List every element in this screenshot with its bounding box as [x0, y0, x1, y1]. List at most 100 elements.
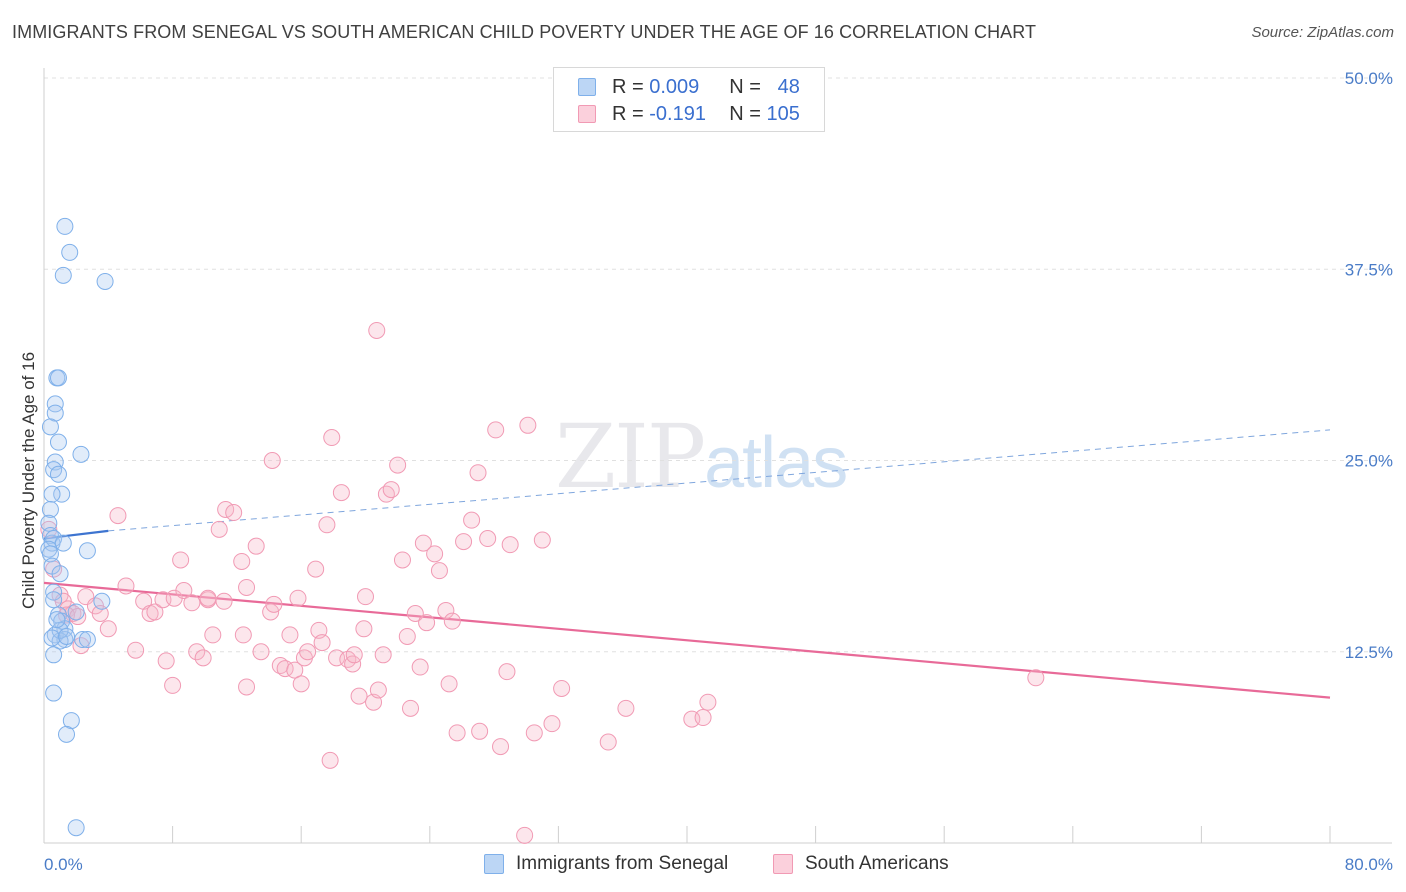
point-south-americans	[234, 626, 252, 644]
point-south-americans	[204, 626, 222, 644]
point-south-americans	[406, 605, 424, 622]
point-senegal	[45, 646, 63, 664]
point-south-americans	[543, 715, 561, 733]
watermark: ZIPatlas	[555, 405, 848, 508]
point-south-americans	[199, 589, 217, 607]
point-south-americans	[225, 504, 243, 522]
point-senegal	[96, 272, 114, 290]
point-south-americans	[265, 595, 283, 613]
legend-r-label: R =	[612, 102, 644, 125]
point-south-americans	[91, 605, 109, 622]
point-senegal	[67, 819, 85, 837]
legend-r-value: -0.191	[649, 102, 706, 125]
point-south-americans	[146, 603, 164, 621]
point-senegal	[41, 545, 59, 563]
point-south-americans	[252, 643, 270, 661]
point-south-americans	[188, 643, 206, 661]
point-south-americans	[463, 511, 481, 529]
point-south-americans	[414, 534, 432, 552]
x-tick-labels: 0.0% 80.0%	[44, 855, 1393, 874]
point-south-americans	[117, 577, 135, 595]
point-south-americans	[238, 578, 256, 596]
point-senegal	[49, 465, 67, 483]
point-south-americans	[382, 481, 400, 499]
point-south-americans	[501, 536, 519, 554]
point-south-americans	[516, 826, 534, 844]
point-south-americans	[194, 649, 212, 667]
legend-r-value: 0.009	[649, 75, 700, 98]
series-swatch-senegal	[484, 854, 504, 874]
point-south-americans	[448, 724, 466, 742]
point-south-americans	[374, 646, 392, 664]
point-senegal	[58, 725, 76, 743]
point-south-americans	[292, 675, 310, 693]
y-tick-label: 25.0%	[1345, 452, 1393, 471]
point-south-americans	[498, 663, 516, 681]
y-tick-label: 12.5%	[1345, 643, 1393, 662]
point-senegal	[45, 461, 63, 479]
watermark-zip: ZIP	[555, 405, 706, 508]
point-south-americans	[286, 661, 304, 679]
point-south-americans	[72, 637, 90, 655]
point-south-americans	[109, 507, 127, 525]
point-senegal	[41, 418, 59, 436]
point-south-americans	[525, 724, 543, 742]
point-south-americans	[127, 641, 145, 659]
point-south-americans	[492, 738, 510, 756]
point-senegal	[93, 592, 111, 610]
point-south-americans	[172, 551, 190, 569]
point-south-americans	[519, 416, 537, 434]
point-south-americans	[443, 612, 461, 630]
point-south-americans	[238, 678, 256, 696]
point-south-americans	[164, 676, 182, 694]
point-senegal	[43, 485, 61, 503]
point-senegal	[56, 217, 74, 235]
point-senegal	[53, 485, 71, 503]
point-south-americans	[599, 733, 617, 751]
legend-row-senegal: R = 0.009 N = 48	[578, 75, 800, 99]
legend-n-value: 48	[777, 75, 800, 98]
point-south-americans	[533, 531, 551, 549]
y-tick-label: 50.0%	[1345, 69, 1393, 88]
point-south-americans	[418, 614, 436, 632]
point-south-americans	[694, 709, 712, 727]
point-south-americans	[393, 551, 411, 569]
point-south-americans	[455, 533, 473, 551]
source-note: Source: ZipAtlas.com	[1251, 24, 1394, 41]
point-south-americans	[1027, 669, 1045, 687]
point-south-americans	[263, 452, 281, 469]
point-senegal	[45, 684, 63, 702]
point-senegal	[51, 565, 69, 583]
y-tick-label: 37.5%	[1345, 260, 1393, 279]
point-south-americans	[299, 643, 317, 661]
trend-south-americans	[43, 581, 1331, 699]
point-south-americans	[411, 658, 429, 676]
series-legend: Immigrants from Senegal South Americans	[0, 853, 1406, 877]
point-south-americans	[553, 679, 571, 697]
point-senegal	[43, 629, 61, 647]
legend-row-south-americans: R = -0.191 N = 105	[578, 102, 800, 126]
point-south-americans	[307, 560, 325, 578]
point-south-americans	[426, 545, 444, 563]
point-south-americans	[99, 620, 117, 638]
x-tick-label: 0.0%	[44, 855, 83, 874]
legend-n-label: N =	[729, 102, 761, 125]
series-legend-senegal: Immigrants from Senegal	[484, 853, 728, 875]
legend-swatch-senegal	[578, 78, 596, 96]
point-senegal	[40, 514, 58, 532]
point-south-americans	[617, 699, 635, 717]
point-south-americans	[437, 601, 455, 619]
point-south-americans	[368, 321, 386, 339]
point-south-americans	[313, 634, 331, 652]
point-senegal	[67, 603, 85, 621]
point-senegal	[74, 631, 92, 649]
point-south-americans	[471, 722, 489, 740]
point-south-americans	[355, 620, 373, 638]
point-south-americans	[40, 520, 58, 538]
point-senegal	[45, 591, 63, 609]
axes	[43, 68, 1392, 844]
watermark-atlas: atlas	[704, 423, 848, 503]
point-south-americans	[215, 592, 233, 610]
point-south-americans	[357, 588, 374, 606]
